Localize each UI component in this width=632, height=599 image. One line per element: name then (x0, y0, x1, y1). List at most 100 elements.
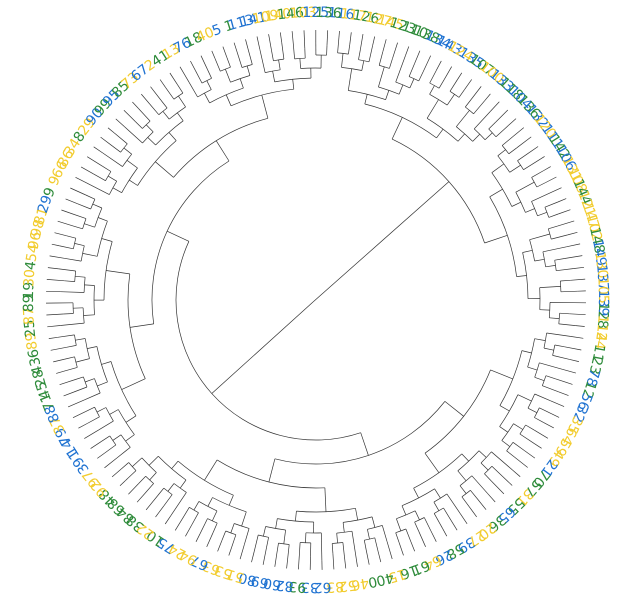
branch-segment (442, 528, 448, 537)
branch-segment (554, 344, 565, 348)
branch-segment (56, 370, 64, 374)
branch-segment (443, 507, 449, 517)
branch-segment (299, 542, 301, 553)
branch-arc (197, 89, 212, 98)
branch-segment (336, 533, 338, 544)
branch-segment (548, 213, 559, 218)
branch-segment (119, 479, 127, 486)
branch-segment (279, 32, 283, 43)
branch-segment (67, 399, 85, 408)
branch-segment (525, 208, 535, 213)
branch-arc (120, 434, 131, 448)
branch-arc (277, 518, 314, 523)
branch-segment (543, 421, 554, 429)
branch-segment (560, 290, 578, 293)
branch-segment (326, 30, 329, 46)
branch-segment (395, 532, 400, 543)
branch-segment (381, 525, 388, 542)
leaf-label: 149 (589, 238, 609, 267)
branch-segment (207, 69, 212, 79)
branch-segment (233, 42, 240, 59)
branch-segment (239, 78, 244, 89)
branch-segment (82, 253, 98, 257)
leaf-label: 146 (277, 5, 305, 23)
branch-segment (93, 146, 103, 154)
leaf-label: 117 (339, 6, 368, 25)
branch-segment (112, 187, 122, 194)
leaf-label: 60 (262, 574, 282, 593)
branch-segment (378, 66, 385, 88)
branch-segment (457, 133, 465, 142)
branch-segment (516, 136, 532, 149)
branch-segment (476, 497, 487, 510)
branch-segment (449, 79, 458, 92)
branch-segment (195, 70, 203, 84)
leaf-label: 128 (594, 302, 611, 330)
branch-segment (178, 95, 186, 108)
branch-segment (167, 483, 175, 492)
branch-segment (177, 112, 184, 122)
branch-arc (109, 435, 117, 446)
leaf-label: 30 (21, 269, 38, 288)
leaf-label: 67 (188, 551, 211, 573)
branch-segment (128, 483, 140, 495)
branch-segment (116, 447, 131, 459)
leaf-label: 125 (302, 5, 329, 21)
branch-segment (559, 312, 570, 315)
branch-arc (449, 91, 460, 98)
branch-segment (461, 496, 473, 511)
branch-arc (142, 120, 151, 129)
branch-segment (491, 480, 505, 495)
branch-segment (145, 124, 154, 133)
leaf-label: 43 (27, 355, 47, 376)
branch-segment (132, 101, 139, 109)
branch-segment (573, 266, 585, 269)
branch-segment (47, 325, 61, 328)
branch-segment (104, 444, 117, 454)
branch-segment (57, 334, 75, 338)
branch-segment (434, 488, 441, 499)
branch-segment (262, 547, 267, 565)
branch-segment (389, 58, 393, 69)
branch-segment (528, 146, 539, 153)
branch-segment (338, 30, 340, 40)
leaf-label: 45 (33, 379, 54, 401)
branch-segment (543, 347, 554, 351)
leaf-label: 82 (275, 576, 294, 594)
branch-segment (558, 209, 571, 215)
branch-segment (72, 225, 83, 230)
branch-segment (144, 483, 154, 495)
branch-segment (471, 475, 489, 495)
branch-segment (106, 270, 130, 275)
branch-segment (501, 440, 511, 447)
branch-segment (238, 57, 243, 68)
branch-segment (136, 493, 145, 503)
branch-segment (241, 511, 247, 527)
branch-segment (444, 401, 464, 417)
branch-segment (85, 406, 95, 412)
branch-segment (414, 50, 421, 64)
branch-segment (107, 127, 115, 134)
branch-arc (216, 459, 325, 489)
branch-segment (386, 541, 393, 560)
branch-segment (191, 512, 199, 526)
branch-segment (517, 152, 530, 161)
branch-segment (230, 523, 235, 534)
leaf-label: 69 (249, 572, 270, 591)
leaf-label: 126 (351, 7, 380, 27)
branch-segment (87, 156, 103, 167)
leaf-label: 123 (388, 15, 418, 38)
branch-arc (117, 409, 135, 435)
branch-segment (534, 338, 546, 341)
branch-segment (84, 181, 110, 195)
branch-segment (391, 117, 403, 140)
leaf-label: 83 (326, 578, 345, 595)
branch-segment (423, 517, 431, 531)
branch-segment (125, 470, 137, 481)
branch-arc (501, 423, 514, 441)
branch-segment (349, 32, 352, 45)
branch-segment (545, 375, 556, 380)
branch-segment (112, 145, 121, 153)
branch-arc (83, 277, 86, 293)
branch-segment (171, 460, 179, 469)
